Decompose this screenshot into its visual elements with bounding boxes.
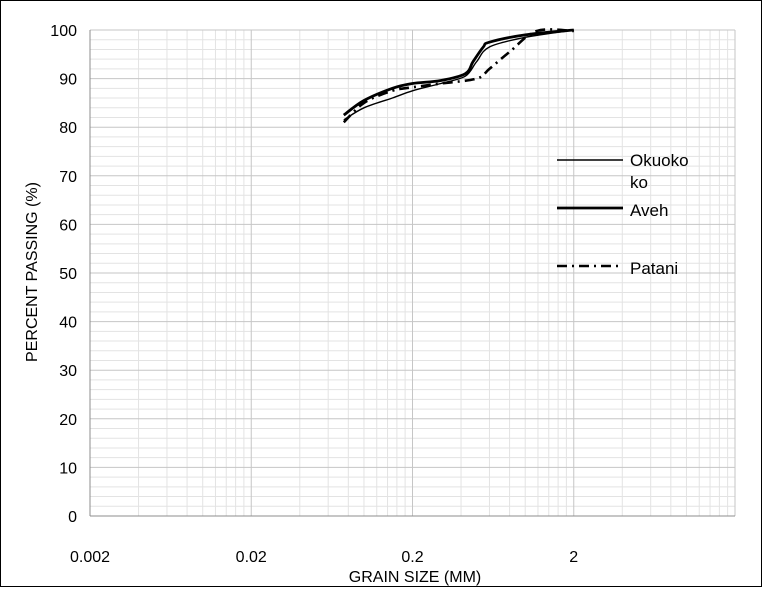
x-tick-label: 0.002: [70, 549, 110, 566]
y-tick-label: 90: [59, 72, 77, 89]
y-tick-label: 50: [59, 266, 77, 283]
y-tick-label: 60: [59, 217, 77, 234]
series-line-aveh: [342, 28, 574, 117]
y-tick-label: 100: [50, 23, 77, 40]
y-tick-label: 80: [59, 120, 77, 137]
legend-label: Patani: [630, 259, 678, 278]
y-tick-label: 10: [59, 460, 77, 477]
series-lines: [342, 28, 574, 124]
series-line-okuoko-ko: [343, 29, 574, 121]
legend-label: Aveh: [630, 201, 668, 220]
y-tick-label: 0: [68, 509, 77, 526]
x-tick-label: 0.02: [236, 549, 267, 566]
axes: [89, 30, 735, 517]
y-axis-title: PERCENT PASSING (%): [24, 182, 41, 362]
y-tick-label: 30: [59, 363, 77, 380]
legend-label: ko: [630, 173, 648, 192]
x-tick-label: 2: [569, 549, 578, 566]
x-tick-labels: 0.002 0.02 0.2 2: [70, 549, 578, 566]
legend-label: Okuoko: [630, 151, 689, 170]
y-tick-labels: 0 10 20 30 40 50 60 70 80 90 100: [50, 23, 77, 526]
series-line-patani: [342, 28, 574, 124]
x-tick-label: 0.2: [401, 549, 423, 566]
legend: Okuoko ko Aveh Patani: [557, 151, 689, 278]
y-tick-label: 40: [59, 315, 77, 332]
y-tick-label: 20: [59, 412, 77, 429]
x-axis-title: GRAIN SIZE (MM): [349, 569, 481, 586]
y-tick-label: 70: [59, 169, 77, 186]
